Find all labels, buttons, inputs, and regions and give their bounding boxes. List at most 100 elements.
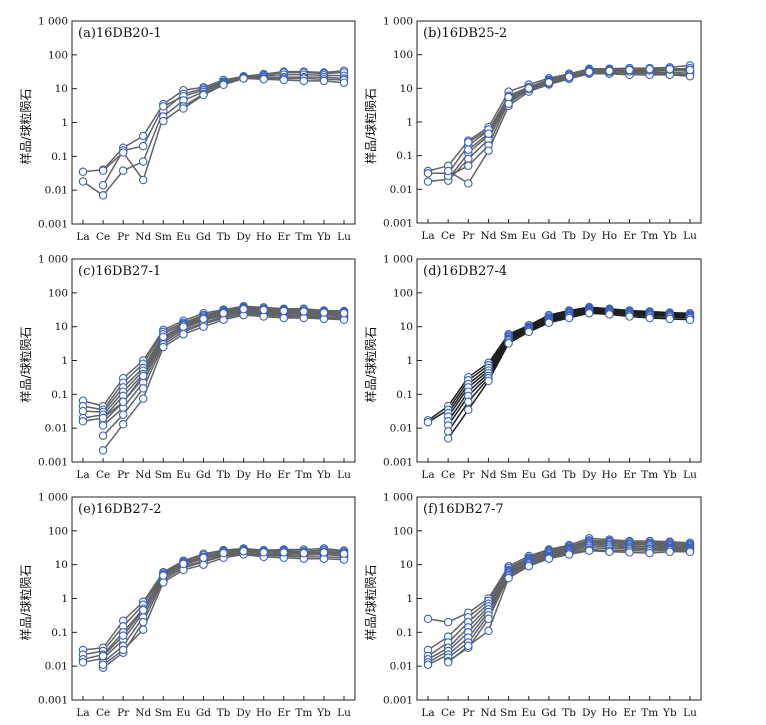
data-point [138, 617, 148, 627]
x-tick-label-pr: Pr [462, 230, 475, 242]
x-tick-label-er: Er [623, 707, 637, 719]
data-point [78, 658, 88, 667]
x-tick-label-er: Er [277, 707, 291, 719]
x-tick-label-ce: Ce [96, 231, 110, 243]
data-point [319, 308, 329, 317]
panel-title: (d)16DB27-4 [423, 264, 507, 279]
data-point [259, 74, 268, 84]
data-point [98, 431, 108, 440]
x-tick-label-lu: Lu [337, 231, 351, 243]
series-line [447, 71, 691, 177]
y-tick-label: 0.001 [38, 695, 68, 707]
y-tick-label: 1 [406, 355, 413, 367]
x-tick-label-tb: Tb [217, 469, 231, 481]
x-tick-label-sm: Sm [500, 230, 517, 242]
y-axis-label: 样品/球粒陨石 [18, 564, 33, 640]
data-point [524, 84, 534, 93]
y-tick-label: 0.001 [383, 457, 413, 469]
y-tick-label: 0.1 [51, 627, 68, 639]
y-tick-label: 1 [61, 593, 68, 605]
data-point [239, 546, 248, 556]
data-point [464, 154, 473, 164]
data-point [584, 308, 594, 318]
panel-5: 0.001 0.01 0.1 1 10 100 1 000 La Ce Pr Nd Sm Eu Gd Tb D… [18, 492, 356, 719]
data-point [423, 660, 433, 670]
x-tick-label-ho: Ho [256, 707, 271, 719]
data-point [118, 645, 128, 655]
data-point [464, 179, 473, 188]
x-tick-label-pr: Pr [117, 469, 130, 481]
x-tick-label-gd: Gd [541, 230, 556, 242]
data-point [78, 417, 88, 426]
x-tick-label-sm: Sm [155, 231, 172, 243]
y-tick-label: 0.001 [38, 457, 68, 469]
y-tick-label: 0.1 [396, 627, 413, 639]
y-axis-label: 样品/球粒陨石 [363, 88, 378, 164]
plot-frame [71, 258, 356, 463]
x-tick-label-yb: Yb [316, 469, 331, 481]
x-tick-label-dy: Dy [236, 707, 250, 719]
x-tick-label-sm: Sm [155, 707, 172, 719]
x-tick-label-nd: Nd [135, 707, 151, 719]
data-point [138, 394, 148, 403]
series-line [102, 76, 345, 181]
y-tick-label: 100 [48, 287, 68, 299]
data-point [685, 547, 695, 557]
x-tick-label-lu: Lu [683, 469, 697, 481]
x-tick-label-dy: Dy [582, 230, 596, 242]
data-point [685, 65, 695, 75]
y-tick-label: 0.1 [51, 151, 68, 163]
data-point [219, 548, 228, 558]
data-point [504, 339, 513, 348]
plot-frame [71, 496, 356, 701]
data-point [423, 417, 433, 427]
y-axis-label: 样品/球粒陨石 [363, 326, 378, 402]
y-tick-label: 100 [48, 525, 68, 537]
data-point [118, 166, 128, 175]
series-line [82, 71, 345, 197]
data-point [199, 314, 208, 324]
x-tick-label-eu: Eu [176, 469, 191, 481]
y-tick-label: 0.1 [51, 389, 68, 401]
y-tick-label: 0.001 [383, 218, 413, 230]
x-tick-label-gd: Gd [541, 707, 556, 719]
data-point [98, 421, 108, 430]
x-tick-label-dy: Dy [236, 231, 250, 243]
y-axis-label: 样品/球粒陨石 [18, 326, 33, 402]
data-point [159, 571, 168, 580]
x-tick-label-pr: Pr [462, 469, 475, 481]
data-point [78, 177, 88, 186]
data-point [299, 548, 309, 558]
data-point [118, 397, 128, 407]
data-point [118, 631, 128, 640]
x-tick-label-eu: Eu [176, 707, 191, 719]
data-point [138, 625, 148, 634]
y-tick-label: 10 [55, 83, 68, 95]
x-tick-label-ho: Ho [256, 231, 271, 243]
x-tick-label-eu: Eu [522, 707, 537, 719]
y-tick-label: 0.01 [45, 185, 68, 197]
y-tick-label: 10 [55, 321, 68, 333]
panel-title: (f)16DB27-7 [423, 502, 504, 517]
x-tick-label-gd: Gd [541, 469, 556, 481]
series-line [102, 73, 345, 186]
y-tick-label: 0.01 [390, 661, 413, 673]
data-point [279, 313, 289, 323]
panel-3: 0.001 0.01 0.1 1 10 100 1 000 La Ce Pr Nd Sm Eu Gd Tb D… [18, 254, 356, 481]
x-tick-label-tb: Tb [562, 230, 576, 242]
data-point [665, 64, 675, 74]
x-tick-label-gd: Gd [196, 707, 211, 719]
y-tick-label: 1 [406, 593, 413, 605]
data-point [504, 573, 513, 583]
data-point [464, 138, 473, 147]
y-tick-label: 0.01 [45, 423, 68, 435]
data-point [605, 547, 614, 557]
data-point [159, 332, 168, 342]
y-tick-label: 100 [393, 49, 413, 61]
x-tick-label-la: La [421, 469, 434, 481]
data-point [443, 166, 453, 176]
x-tick-label-nd: Nd [135, 469, 151, 481]
x-tick-label-er: Er [623, 230, 637, 242]
data-point [443, 434, 453, 443]
